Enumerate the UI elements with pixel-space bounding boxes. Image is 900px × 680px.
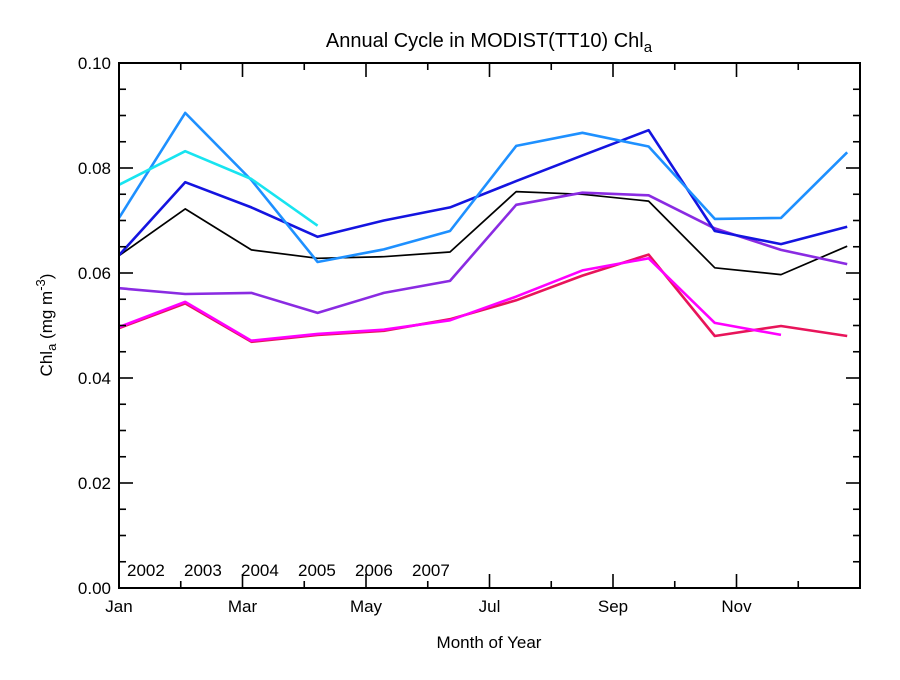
series-line-2004	[118, 191, 848, 315]
legend: 2002 2003 2004 2005 2006 2007	[127, 561, 450, 580]
y-tick-label: 0.02	[78, 474, 111, 493]
legend-label-2005: 2005	[298, 561, 336, 580]
series-line-2005	[118, 128, 848, 257]
axis-ticks	[118, 62, 860, 589]
y-tick-label: 0.08	[78, 159, 111, 178]
chart-title: Annual Cycle in MODIST(TT10) Chla	[326, 30, 653, 56]
chart-title-main: Annual Cycle in MODIST(TT10) Chl	[326, 30, 644, 52]
legend-label-2003: 2003	[184, 561, 222, 580]
y-label-units: (mg m	[37, 291, 56, 344]
x-tick-label: Sep	[598, 597, 628, 616]
x-tick-label: Jul	[479, 597, 501, 616]
y-axis-label: Chla (mg m-3)	[33, 274, 59, 377]
y-label-chl: Chl	[37, 351, 56, 377]
y-tick-label: 0.10	[78, 54, 111, 73]
series-lines	[117, 111, 849, 344]
y-tick-label: 0.06	[78, 264, 111, 283]
x-tick-label: May	[350, 597, 383, 616]
series-line-2002	[118, 253, 848, 344]
plot-border	[118, 62, 861, 589]
x-tick-label: Mar	[228, 597, 258, 616]
series-line-2006	[117, 111, 849, 264]
legend-label-2006: 2006	[355, 561, 393, 580]
y-label-sub-a: a	[44, 343, 59, 351]
legend-label-2007: 2007	[412, 561, 450, 580]
x-axis-label: Month of Year	[437, 633, 542, 652]
series-line-2003	[118, 256, 782, 343]
y-label-sup-minus3: -3	[33, 279, 48, 291]
legend-label-2004: 2004	[241, 561, 279, 580]
x-tick-label: Jan	[105, 597, 132, 616]
legend-label-2002: 2002	[127, 561, 165, 580]
series-line-mean	[118, 190, 848, 276]
x-tick-label: Nov	[721, 597, 752, 616]
y-tick-label: 0.00	[78, 579, 111, 598]
y-label-close-paren: )	[37, 274, 56, 280]
axis-tick-labels: Jan Mar May Jul Sep Nov 0.00 0.02 0.04 0.06 0.08 0.…	[78, 54, 752, 616]
chart-title-subscript: a	[644, 39, 653, 56]
y-tick-label: 0.04	[78, 369, 111, 388]
series-line-2007	[118, 149, 319, 227]
